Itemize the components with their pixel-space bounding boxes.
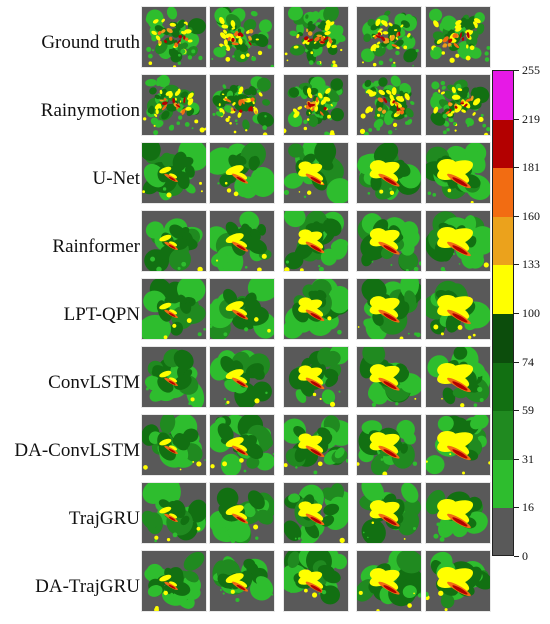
radar-frame-datg-1 bbox=[141, 550, 207, 612]
radar-frame-gt-4 bbox=[356, 6, 422, 68]
radar-frame-cl-5 bbox=[425, 346, 491, 408]
colorbar-segment bbox=[493, 119, 513, 169]
colorbar-tick-label: 16 bbox=[522, 500, 534, 515]
colorbar-segment bbox=[493, 508, 513, 555]
radar-frame-lpt-3 bbox=[283, 278, 349, 340]
radar-frame-tg-1 bbox=[141, 482, 207, 544]
radar-frame-datg-4 bbox=[356, 550, 422, 612]
radar-frame-tg-4 bbox=[356, 482, 422, 544]
radar-frame-dacl-1 bbox=[141, 414, 207, 476]
row-label-unet: U-Net bbox=[92, 168, 140, 189]
colorbar-tick bbox=[514, 70, 519, 71]
radar-frame-unet-3 bbox=[283, 142, 349, 204]
colorbar-segment bbox=[493, 314, 513, 364]
radar-frame-cl-4 bbox=[356, 346, 422, 408]
radar-frame-rf-2 bbox=[209, 210, 275, 272]
colorbar-segment bbox=[493, 168, 513, 218]
colorbar-tick bbox=[514, 118, 519, 120]
colorbar-tick-label: 133 bbox=[522, 257, 540, 272]
radar-frame-dacl-3 bbox=[283, 414, 349, 476]
radar-frame-dacl-2 bbox=[209, 414, 275, 476]
radar-frame-rm-3 bbox=[283, 74, 349, 136]
radar-frame-rf-3 bbox=[283, 210, 349, 272]
radar-frame-lpt-1 bbox=[141, 278, 207, 340]
colorbar-segment bbox=[493, 362, 513, 412]
colorbar-tick-label: 219 bbox=[522, 111, 540, 126]
colorbar-segment bbox=[493, 71, 513, 121]
radar-frame-rm-4 bbox=[356, 74, 422, 136]
row-label-cl: ConvLSTM bbox=[48, 372, 140, 393]
radar-frame-gt-3 bbox=[283, 6, 349, 68]
row-label-datg: DA-TrajGRU bbox=[35, 576, 140, 597]
radar-frame-gt-2 bbox=[209, 6, 275, 68]
radar-frame-unet-1 bbox=[141, 142, 207, 204]
colorbar-segment bbox=[493, 265, 513, 315]
radar-frame-cl-2 bbox=[209, 346, 275, 408]
colorbar-tick-label: 59 bbox=[522, 403, 534, 418]
colorbar-tick-label: 160 bbox=[522, 208, 540, 223]
colorbar-segment bbox=[493, 216, 513, 266]
radar-frame-datg-2 bbox=[209, 550, 275, 612]
radar-frame-cl-1 bbox=[141, 346, 207, 408]
row-label-tg: TrajGRU bbox=[68, 508, 140, 529]
colorbar-tick-label: 0 bbox=[522, 549, 528, 563]
radar-frame-datg-3 bbox=[283, 550, 349, 612]
colorbar-tick bbox=[514, 410, 519, 412]
colorbar-tick bbox=[514, 264, 519, 266]
colorbar-tick bbox=[514, 215, 519, 217]
radar-frame-cl-3 bbox=[283, 346, 349, 408]
colorbar-tick-label: 255 bbox=[522, 63, 540, 77]
radar-frame-unet-4 bbox=[356, 142, 422, 204]
radar-frame-tg-2 bbox=[209, 482, 275, 544]
colorbar-tick-label: 74 bbox=[522, 354, 534, 369]
radar-frame-dacl-4 bbox=[356, 414, 422, 476]
colorbar-tick bbox=[514, 167, 519, 169]
radar-frame-rm-5 bbox=[425, 74, 491, 136]
colorbar-tick-label: 181 bbox=[522, 160, 540, 175]
row-label-gt: Ground truth bbox=[41, 32, 140, 53]
row-label-rm: Rainymotion bbox=[40, 100, 140, 121]
radar-frame-lpt-5 bbox=[425, 278, 491, 340]
row-label-rf: Rainformer bbox=[52, 236, 140, 257]
colorbar-tick bbox=[514, 507, 519, 509]
row-label-dacl: DA-ConvLSTM bbox=[14, 440, 140, 461]
radar-frame-lpt-4 bbox=[356, 278, 422, 340]
radar-frame-datg-5 bbox=[425, 550, 491, 612]
radar-frame-rf-1 bbox=[141, 210, 207, 272]
radar-frame-rf-5 bbox=[425, 210, 491, 272]
radar-frame-lpt-2 bbox=[209, 278, 275, 340]
colorbar-tick bbox=[514, 313, 519, 314]
colorbar-tick bbox=[514, 556, 519, 557]
radar-frame-rf-4 bbox=[356, 210, 422, 272]
colorbar-tick bbox=[514, 458, 519, 460]
radar-frame-tg-5 bbox=[425, 482, 491, 544]
radar-frame-unet-5 bbox=[425, 142, 491, 204]
row-label-lpt: LPT-QPN bbox=[63, 304, 140, 325]
radar-frame-rm-2 bbox=[209, 74, 275, 136]
radar-frame-tg-3 bbox=[283, 482, 349, 544]
radar-frame-rm-1 bbox=[141, 74, 207, 136]
colorbar-tick-label: 31 bbox=[522, 451, 534, 466]
colorbar-segment bbox=[493, 411, 513, 461]
radar-frame-unet-2 bbox=[209, 142, 275, 204]
colorbar-tick-label: 100 bbox=[522, 306, 540, 320]
radar-frame-dacl-5 bbox=[425, 414, 491, 476]
colorbar-segment bbox=[493, 459, 513, 509]
colorbar-tick bbox=[514, 361, 519, 363]
radar-frame-gt-5 bbox=[425, 6, 491, 68]
colorbar bbox=[492, 70, 514, 556]
radar-frame-gt-1 bbox=[141, 6, 207, 68]
